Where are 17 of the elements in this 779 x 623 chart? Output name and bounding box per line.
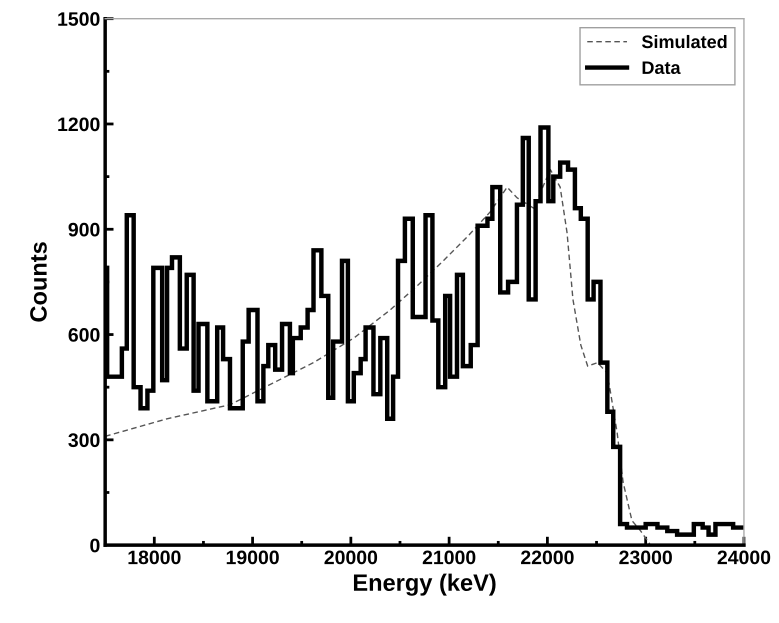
x-tick-label: 24000	[718, 550, 770, 564]
y-tick-label: 1500	[58, 12, 100, 26]
x-tick-label: 23000	[619, 550, 672, 564]
y-tick-label: 1200	[58, 117, 100, 132]
legend-label: Data	[642, 61, 681, 74]
y-axis-title: Counts	[30, 242, 47, 322]
y-tick-label: 900	[68, 222, 100, 236]
x-tick-label: 20000	[324, 550, 378, 564]
y-tick-label: 300	[68, 433, 100, 448]
x-tick-label: 18000	[128, 550, 181, 564]
x-tick-label: 21000	[422, 550, 476, 564]
legend-label: Simulated	[642, 34, 727, 48]
x-tick-label: 19000	[226, 550, 279, 564]
y-tick-label: 0	[90, 538, 100, 552]
x-tick-label: 22000	[521, 550, 574, 564]
x-axis-title: Energy (keV)	[354, 574, 496, 596]
y-tick-label: 600	[68, 328, 100, 342]
